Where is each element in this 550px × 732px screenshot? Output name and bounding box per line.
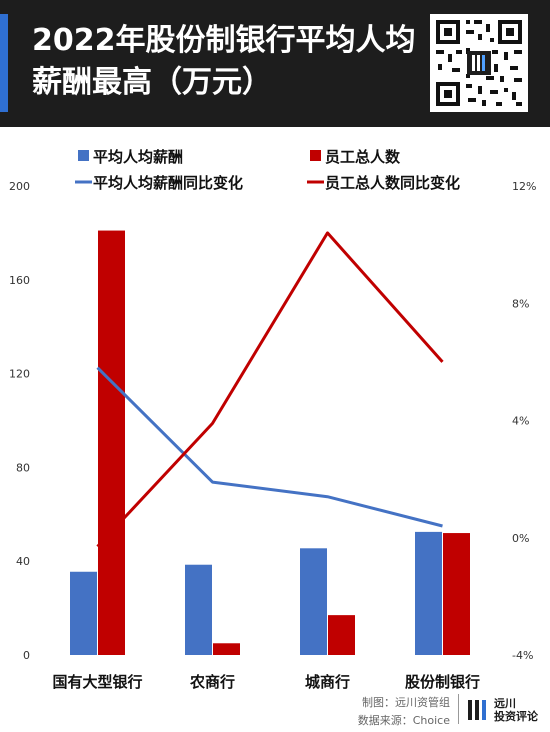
bar-1-1 xyxy=(213,643,240,655)
bar-series xyxy=(70,230,470,655)
line-series xyxy=(96,231,444,548)
left-tick-label: 80 xyxy=(16,461,30,474)
category-label-0: 国有大型银行 xyxy=(52,673,142,691)
brand-tagline: 投资评论 xyxy=(494,710,538,723)
chart-axes: 0 40 80 120 160 200 -4% 0% 4% 8% 12% xyxy=(9,180,536,662)
right-tick-label: 12% xyxy=(512,180,536,193)
footer-divider xyxy=(458,694,459,724)
header-banner: 2022年股份制银行平均人均 薪酬最高（万元） xyxy=(0,0,550,127)
bar-0-2 xyxy=(300,548,327,655)
chart-credit: 制图：远川资管组 xyxy=(362,696,450,709)
legend-label-2: 平均人均薪酬同比变化 xyxy=(93,174,243,192)
accent-bar xyxy=(0,14,8,112)
page-title-line1: 2022年股份制银行平均人均 xyxy=(32,23,416,58)
bar-1-3 xyxy=(443,533,470,655)
bar-1-0 xyxy=(98,230,125,655)
brand-name: 远川 xyxy=(494,697,516,710)
left-tick-label: 200 xyxy=(9,180,30,193)
category-label-2: 城商行 xyxy=(305,673,350,691)
legend-label-3: 员工总人数同比变化 xyxy=(325,174,460,192)
bar-1-2 xyxy=(328,615,355,655)
left-tick-label: 40 xyxy=(16,555,30,568)
category-labels: 国有大型银行 农商行 城商行 股份制银行 xyxy=(52,673,480,691)
bar-0-3 xyxy=(415,531,442,655)
right-tick-label: 8% xyxy=(512,297,529,310)
legend-label-1: 员工总人数 xyxy=(325,148,401,166)
legend-swatch-0 xyxy=(78,150,89,161)
right-tick-label: -4% xyxy=(512,649,533,662)
left-tick-label: 160 xyxy=(9,274,30,287)
brand-logo-icon xyxy=(466,697,490,723)
left-tick-label: 120 xyxy=(9,368,30,381)
bar-0-0 xyxy=(70,571,97,655)
line-series-0 xyxy=(96,366,443,528)
legend-swatch-1 xyxy=(310,150,321,161)
right-tick-label: 4% xyxy=(512,415,529,428)
bar-0-1 xyxy=(185,564,212,655)
legend-label-0: 平均人均薪酬 xyxy=(93,148,183,166)
line-series-1 xyxy=(96,231,444,548)
category-label-1: 农商行 xyxy=(189,673,235,691)
qr-code-icon xyxy=(430,14,528,112)
category-label-3: 股份制银行 xyxy=(405,673,480,691)
page-title-line2: 薪酬最高（万元） xyxy=(32,65,272,100)
data-source: 数据来源：Choice xyxy=(357,714,450,727)
right-tick-label: 0% xyxy=(512,532,529,545)
left-tick-label: 0 xyxy=(23,649,30,662)
